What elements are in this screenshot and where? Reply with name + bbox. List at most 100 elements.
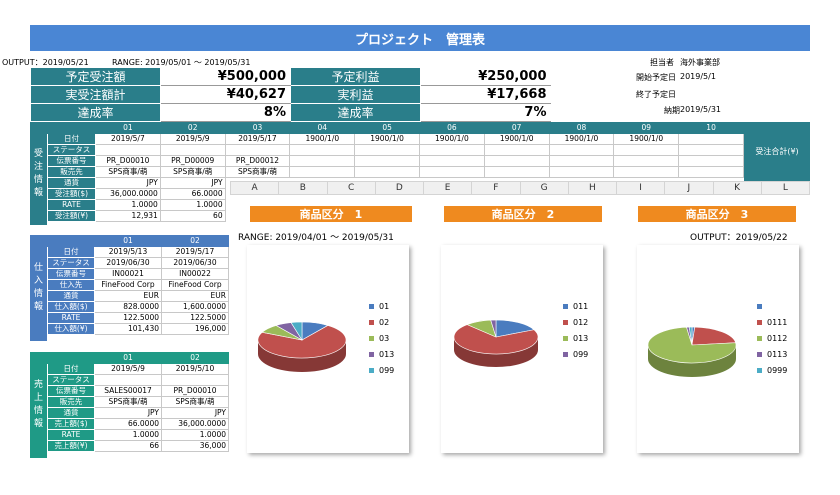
order-cell[interactable] [159, 144, 226, 156]
order-cell[interactable] [613, 155, 680, 167]
order-cell[interactable]: 1900/1/0 [483, 133, 550, 145]
order-cell[interactable]: PR_D00009 [159, 155, 226, 167]
order-cell[interactable]: SPS商事/萌 [95, 166, 161, 178]
sales-cell[interactable]: 2019/5/10 [161, 363, 229, 375]
order-cell[interactable] [418, 144, 485, 156]
order-cell[interactable]: 1.0000 [95, 199, 161, 211]
order-cell[interactable]: JPY [159, 177, 226, 189]
pie-slice-012[interactable] [453, 324, 539, 355]
pie-slice-02[interactable] [257, 325, 347, 359]
purchase-cell[interactable]: 2019/5/17 [161, 246, 229, 258]
purchase-cell[interactable]: IN00021 [94, 268, 162, 280]
order-cell[interactable]: 60 [159, 210, 226, 222]
purchase-cell[interactable]: EUR [161, 290, 229, 302]
order-cell[interactable]: 36,000.0000 [95, 188, 161, 200]
order-cell[interactable] [548, 166, 615, 178]
order-cell[interactable]: PR_D00010 [95, 155, 161, 167]
pie-slice-0111[interactable] [691, 326, 737, 346]
order-cell[interactable] [224, 144, 291, 156]
pie-slice-011[interactable] [495, 319, 535, 338]
sales-cell[interactable]: 36,000.0000 [161, 418, 229, 430]
order-cell[interactable] [678, 155, 744, 167]
sales-cell[interactable]: SALES00017 [94, 385, 162, 397]
column-header-d[interactable]: D [374, 181, 425, 195]
purchase-cell[interactable]: EUR [94, 290, 162, 302]
purchase-cell[interactable]: 122.5000 [161, 312, 229, 324]
pie-slice-099[interactable] [290, 321, 303, 342]
order-cell[interactable]: 12,931 [95, 210, 161, 222]
sales-cell[interactable]: 66.0000 [94, 418, 162, 430]
column-header-f[interactable]: F [471, 181, 521, 195]
order-cell[interactable] [418, 166, 485, 178]
purchase-cell[interactable]: 2019/06/30 [161, 257, 229, 269]
sales-cell[interactable]: 1.0000 [161, 429, 229, 441]
sales-cell[interactable]: JPY [161, 407, 229, 419]
sales-cell[interactable]: 36,000 [161, 440, 229, 452]
sales-cell[interactable]: PR_D00010 [161, 385, 229, 397]
column-header-i[interactable]: I [615, 181, 666, 195]
sales-cell[interactable]: SPS商事/萌 [94, 396, 162, 408]
order-cell[interactable] [678, 144, 744, 156]
column-header-l[interactable]: L [760, 181, 811, 195]
order-cell[interactable]: PR_D00012 [224, 155, 291, 167]
order-cell[interactable]: 2019/5/9 [159, 133, 226, 145]
column-header-a[interactable]: A [229, 181, 280, 195]
purchase-cell[interactable]: FineFood Corp [94, 279, 162, 291]
purchase-cell[interactable]: 101,430 [94, 323, 162, 335]
order-cell[interactable] [289, 155, 356, 167]
sales-cell[interactable]: JPY [94, 407, 162, 419]
order-cell[interactable] [95, 144, 161, 156]
order-cell[interactable] [354, 166, 420, 178]
purchase-cell[interactable]: 196,000 [161, 323, 229, 335]
sales-cell[interactable]: SPS商事/萌 [161, 396, 229, 408]
purchase-cell[interactable]: FineFood Corp [161, 279, 229, 291]
order-cell[interactable]: SPS商事/萌 [224, 166, 291, 178]
order-cell[interactable]: 1900/1/0 [548, 133, 615, 145]
purchase-cell[interactable]: 1,600.0000 [161, 301, 229, 313]
order-cell[interactable]: 2019/5/17 [224, 133, 291, 145]
order-cell[interactable]: JPY [95, 177, 161, 189]
column-header-b[interactable]: B [278, 181, 328, 195]
column-header-c[interactable]: C [326, 181, 376, 195]
sales-cell[interactable] [161, 374, 229, 386]
purchase-cell[interactable]: IN00022 [161, 268, 229, 280]
order-cell[interactable] [548, 155, 615, 167]
order-cell[interactable]: 66.0000 [159, 188, 226, 200]
order-cell[interactable] [418, 155, 485, 167]
order-cell[interactable] [483, 144, 550, 156]
order-cell[interactable] [483, 155, 550, 167]
order-cell[interactable]: 1900/1/0 [613, 133, 680, 145]
purchase-cell[interactable]: 122.5000 [94, 312, 162, 324]
order-cell[interactable] [289, 144, 356, 156]
order-cell[interactable] [613, 166, 680, 178]
order-cell[interactable] [289, 166, 356, 178]
column-header-g[interactable]: G [519, 181, 569, 195]
pie-slice-099[interactable] [490, 319, 497, 338]
order-cell[interactable]: 1.0000 [159, 199, 226, 211]
purchase-cell[interactable]: 2019/06/30 [94, 257, 162, 269]
order-cell[interactable]: 1900/1/0 [289, 133, 356, 145]
sales-cell[interactable]: 66 [94, 440, 162, 452]
order-cell[interactable] [354, 155, 420, 167]
column-header-e[interactable]: E [422, 181, 473, 195]
purchase-cell[interactable]: 2019/5/13 [94, 246, 162, 258]
order-cell[interactable] [354, 144, 420, 156]
sales-cell[interactable]: 2019/5/9 [94, 363, 162, 375]
column-header-k[interactable]: K [712, 181, 762, 195]
order-cell[interactable]: 1900/1/0 [418, 133, 485, 145]
order-cell[interactable] [548, 144, 615, 156]
order-cell[interactable] [483, 166, 550, 178]
purchase-cell[interactable]: 828.0000 [94, 301, 162, 313]
column-header-h[interactable]: H [567, 181, 618, 195]
pie-slice-0112[interactable] [647, 326, 737, 364]
order-cell[interactable] [678, 166, 744, 178]
order-cell[interactable]: 1900/1/0 [354, 133, 420, 145]
order-cell[interactable]: SPS商事/萌 [159, 166, 226, 178]
order-cell[interactable] [613, 144, 680, 156]
order-cell[interactable]: 2019/5/7 [95, 133, 161, 145]
sales-cell[interactable]: 1.0000 [94, 429, 162, 441]
sales-cell[interactable] [94, 374, 162, 386]
order-cell[interactable] [678, 133, 744, 145]
column-header-j[interactable]: J [664, 181, 714, 195]
pie-slice-0999[interactable] [688, 326, 693, 346]
